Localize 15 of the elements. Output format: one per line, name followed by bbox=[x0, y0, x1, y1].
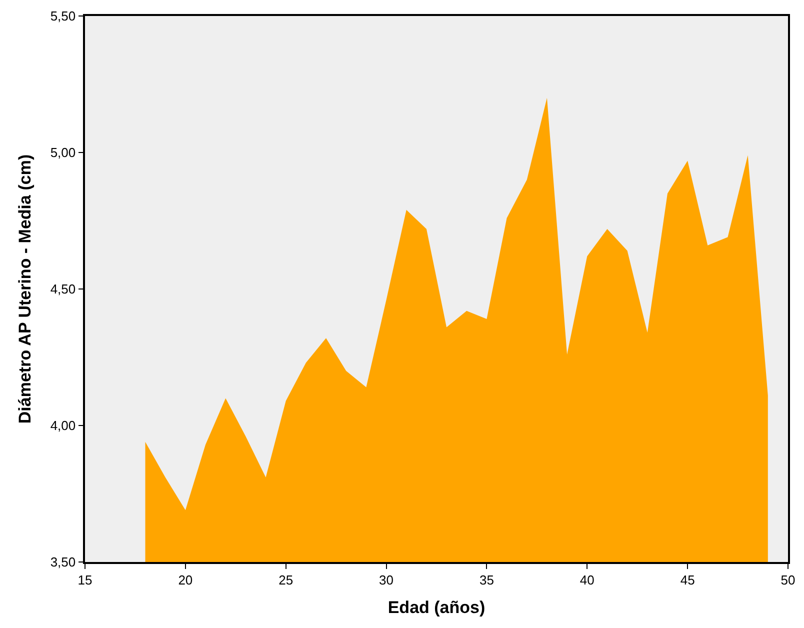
y-tick-label: 4,50 bbox=[50, 282, 76, 297]
x-tick-label: 35 bbox=[479, 572, 494, 588]
x-tick-label: 40 bbox=[580, 572, 594, 588]
x-axis-title: Edad (años) bbox=[388, 598, 486, 618]
x-tick-label: 25 bbox=[278, 572, 294, 588]
x-tick-label: 15 bbox=[78, 572, 92, 588]
x-tick-label: 45 bbox=[680, 572, 695, 588]
y-tick-label: 3,50 bbox=[50, 554, 76, 570]
x-tick-label: 50 bbox=[780, 572, 796, 588]
y-tick-label: 5,00 bbox=[50, 145, 76, 160]
y-tick-label: 4,00 bbox=[50, 418, 76, 434]
y-axis-title: Diámetro AP Uterino - Media (cm) bbox=[15, 154, 34, 424]
y-tick-label: 5,50 bbox=[50, 8, 76, 24]
x-tick-label: 20 bbox=[178, 572, 193, 588]
x-tick-label: 30 bbox=[379, 572, 394, 588]
